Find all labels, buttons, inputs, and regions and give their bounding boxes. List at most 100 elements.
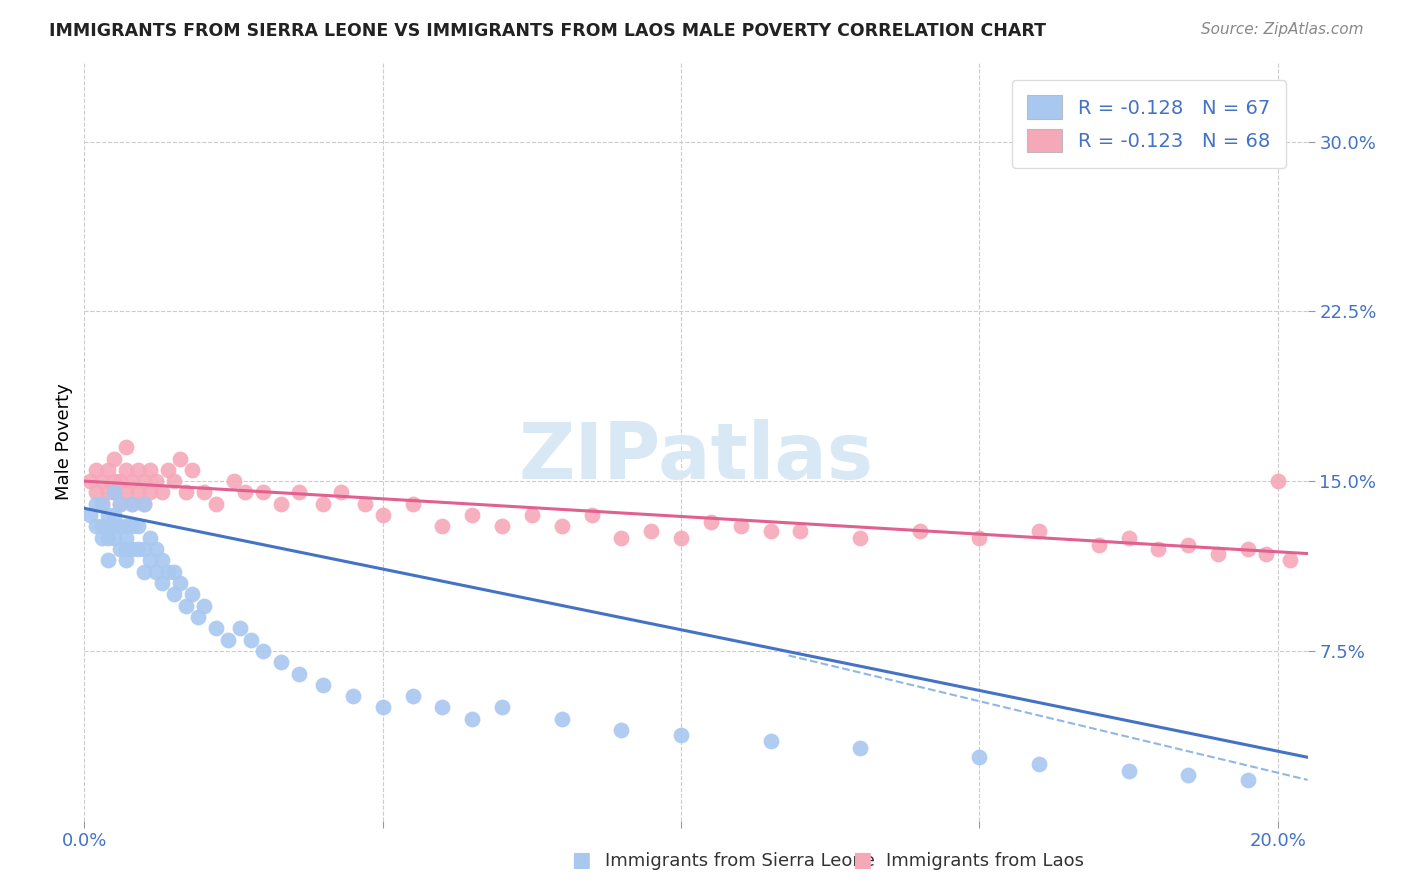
Y-axis label: Male Poverty: Male Poverty: [55, 384, 73, 500]
Point: [97, 463, 120, 477]
Point: [1177, 537, 1199, 551]
Point: [84, 485, 107, 500]
Point: [103, 451, 125, 466]
Point: [115, 485, 138, 500]
Point: [1237, 772, 1260, 787]
Point: [132, 497, 155, 511]
Text: IMMIGRANTS FROM SIERRA LEONE VS IMMIGRANTS FROM LAOS MALE POVERTY CORRELATION CH: IMMIGRANTS FROM SIERRA LEONE VS IMMIGRAN…: [49, 22, 1046, 40]
Point: [115, 553, 138, 567]
Point: [240, 632, 263, 647]
Point: [91, 519, 114, 533]
Point: [270, 655, 292, 669]
Point: [270, 497, 292, 511]
Point: [97, 485, 120, 500]
Point: [252, 644, 274, 658]
Point: [401, 497, 423, 511]
Point: [108, 542, 131, 557]
Point: [700, 515, 723, 529]
Point: [121, 474, 143, 488]
Point: [187, 610, 209, 624]
Point: [97, 508, 120, 522]
Text: ZIPatlas: ZIPatlas: [519, 418, 873, 495]
Legend: R = -0.128   N = 67, R = -0.123   N = 68: R = -0.128 N = 67, R = -0.123 N = 68: [1012, 79, 1285, 168]
Point: [222, 474, 245, 488]
Point: [217, 632, 239, 647]
Point: [97, 519, 120, 533]
Point: [228, 621, 250, 635]
Point: [115, 531, 138, 545]
Point: [97, 553, 120, 567]
Point: [342, 689, 364, 703]
Point: [145, 542, 167, 557]
Point: [1177, 768, 1199, 782]
Point: [150, 553, 173, 567]
Text: Source: ZipAtlas.com: Source: ZipAtlas.com: [1201, 22, 1364, 37]
Point: [1237, 542, 1260, 557]
Point: [432, 700, 454, 714]
Point: [174, 599, 197, 613]
Point: [193, 485, 215, 500]
Point: [551, 519, 574, 533]
Point: [1254, 547, 1277, 561]
Point: [108, 497, 131, 511]
Point: [132, 542, 155, 557]
Point: [139, 485, 162, 500]
Point: [84, 463, 107, 477]
Point: [145, 565, 167, 579]
Point: [91, 474, 114, 488]
Point: [908, 524, 931, 538]
Text: ■: ■: [571, 850, 591, 870]
Point: [132, 474, 155, 488]
Point: [610, 531, 633, 545]
Point: [1278, 553, 1301, 567]
Text: Immigrants from Sierra Leone: Immigrants from Sierra Leone: [605, 852, 875, 870]
Point: [103, 508, 125, 522]
Point: [103, 519, 125, 533]
Point: [491, 700, 513, 714]
Point: [849, 741, 872, 756]
Point: [97, 531, 120, 545]
Point: [669, 531, 692, 545]
Point: [121, 542, 143, 557]
Point: [759, 524, 782, 538]
Point: [288, 485, 311, 500]
Point: [150, 576, 173, 591]
Point: [759, 734, 782, 748]
Point: [139, 463, 162, 477]
Point: [312, 497, 335, 511]
Point: [79, 508, 101, 522]
Point: [401, 689, 423, 703]
Point: [610, 723, 633, 738]
Point: [204, 497, 226, 511]
Text: Immigrants from Laos: Immigrants from Laos: [886, 852, 1084, 870]
Point: [103, 531, 125, 545]
Point: [163, 565, 186, 579]
Point: [371, 700, 394, 714]
Point: [169, 451, 191, 466]
Point: [150, 485, 173, 500]
Point: [103, 485, 125, 500]
Point: [180, 587, 202, 601]
Point: [789, 524, 811, 538]
Point: [79, 474, 101, 488]
Point: [115, 542, 138, 557]
Point: [461, 712, 484, 726]
Point: [491, 519, 513, 533]
Point: [115, 440, 138, 454]
Point: [84, 497, 107, 511]
Point: [127, 463, 149, 477]
Point: [252, 485, 274, 500]
Point: [103, 474, 125, 488]
Point: [371, 508, 394, 522]
Point: [121, 497, 143, 511]
Point: [84, 519, 107, 533]
Point: [1028, 757, 1050, 772]
Point: [312, 678, 335, 692]
Point: [103, 485, 125, 500]
Point: [969, 750, 991, 764]
Point: [432, 519, 454, 533]
Point: [1028, 524, 1050, 538]
Point: [163, 474, 186, 488]
Point: [156, 565, 179, 579]
Point: [969, 531, 991, 545]
